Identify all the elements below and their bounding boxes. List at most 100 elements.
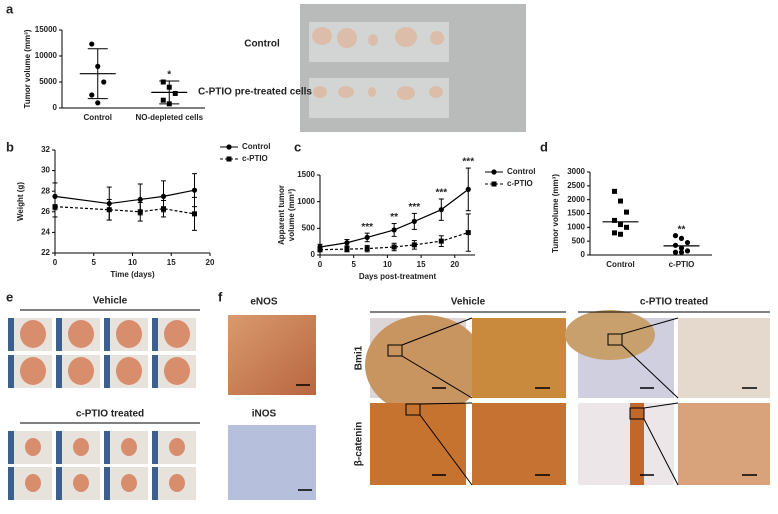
annotation: ** (678, 224, 686, 235)
photo-edge (104, 355, 110, 388)
y-axis-label: Apparent tumor (277, 185, 286, 245)
legend-label: c-PTIO (507, 179, 533, 188)
photo-edge (8, 467, 14, 500)
x-tick-label: 0 (53, 258, 58, 267)
tumor (121, 474, 137, 492)
tumor (20, 357, 46, 385)
panel-label: c (294, 139, 301, 154)
tumor (25, 474, 41, 492)
marker (95, 100, 101, 106)
legend-marker (226, 156, 232, 162)
marker (344, 240, 350, 246)
marker (624, 209, 629, 215)
photo-bmi1-vehicle-zoom (472, 318, 566, 398)
marker (438, 238, 444, 244)
photo-edge (8, 431, 14, 464)
y-tick-label: 30 (41, 166, 50, 175)
tumor (169, 474, 185, 492)
marker (678, 235, 685, 241)
panel-label: f (218, 289, 223, 304)
y-tick-label: 500 (302, 223, 316, 232)
marker (391, 227, 397, 233)
chart: 22 24 26 28 30 32 Weight (g) 0 5 10 15 20 Time (days… (16, 142, 270, 279)
tumor (164, 320, 190, 348)
group-label: c-PTIO treated (640, 297, 708, 308)
legend-marker (491, 181, 497, 187)
photo-edge (104, 467, 110, 500)
marker (172, 90, 178, 96)
x-tick-label: c-PTIO (669, 260, 695, 269)
marker (465, 186, 471, 192)
stain-label: eNOS (250, 297, 278, 308)
marker (438, 207, 444, 213)
marker (364, 246, 370, 252)
marker (52, 204, 58, 210)
x-tick-label: Control (606, 260, 634, 269)
series-line (54, 206, 195, 215)
panel-label: e (6, 289, 13, 304)
panel-label: a (6, 1, 14, 16)
panel-letters: a b c d e f (6, 1, 548, 304)
x-tick-label: 10 (128, 258, 137, 267)
y-tick-label: 28 (41, 186, 50, 195)
photo-edge (152, 467, 158, 500)
y-tick-label: 0 (53, 103, 58, 112)
marker (618, 231, 623, 237)
photo-edge (152, 318, 158, 351)
x-tick-label: 15 (167, 258, 176, 267)
tumor (116, 320, 142, 348)
marker (612, 188, 617, 194)
y-tick-label: 22 (41, 248, 50, 257)
y-axis-label: Weight (g) (16, 182, 25, 221)
group-lines (20, 309, 770, 424)
tissue (565, 310, 655, 360)
panel-label: d (540, 139, 548, 154)
photo-edge (104, 318, 110, 351)
annotation: * (167, 70, 171, 81)
x-tick-label: 0 (318, 260, 323, 269)
group-label: Vehicle (93, 296, 128, 307)
marker (618, 198, 623, 204)
x-axis-label: Days post-treatment (359, 272, 437, 281)
photo-bcat-cptio (578, 403, 674, 485)
tumor (73, 438, 89, 456)
y-tick-label: 2000 (567, 195, 585, 204)
tumor (73, 474, 89, 492)
tumor (25, 438, 41, 456)
row-label: β-catenin (354, 422, 365, 466)
y-axis-label: volume (mm³) (287, 188, 296, 241)
annotation: *** (361, 222, 373, 233)
marker (161, 206, 166, 212)
tumor (169, 438, 185, 456)
photo-labels: Control C-PTIO pre-treated cells Vehicle… (76, 39, 708, 467)
y-tick-label: 0 (311, 250, 316, 259)
photo-edge (152, 431, 158, 464)
photo-edge (104, 431, 110, 464)
legend-marker (491, 169, 497, 175)
tumor (68, 320, 94, 348)
y-tick-label: 1000 (297, 197, 315, 206)
y-tick-label: 15000 (35, 25, 58, 34)
tissue (630, 403, 644, 485)
photo-edge (152, 355, 158, 388)
x-tick-label: Control (84, 113, 112, 122)
marker (678, 245, 685, 251)
tumor (121, 438, 137, 456)
tumor (20, 320, 46, 348)
marker (160, 193, 167, 199)
y-axis-label: Tumor volume (mm³) (551, 174, 560, 253)
marker (89, 41, 95, 47)
photo-edge (56, 431, 62, 464)
chart: 0 500 1000 1500 Apparent tumor volume (mm³) 0 5… (277, 157, 535, 281)
tissue (365, 315, 485, 415)
marker (192, 211, 197, 217)
photo-edge (8, 355, 14, 388)
annotation: ** (390, 212, 398, 223)
y-tick-label: 24 (41, 228, 50, 237)
photo-bcat-cptio-zoom (678, 403, 770, 485)
x-axis-label: Time (days) (110, 270, 155, 279)
x-tick-label: 10 (383, 260, 392, 269)
legend-label: c-PTIO (242, 154, 268, 163)
row-label: Bmi1 (354, 345, 365, 370)
